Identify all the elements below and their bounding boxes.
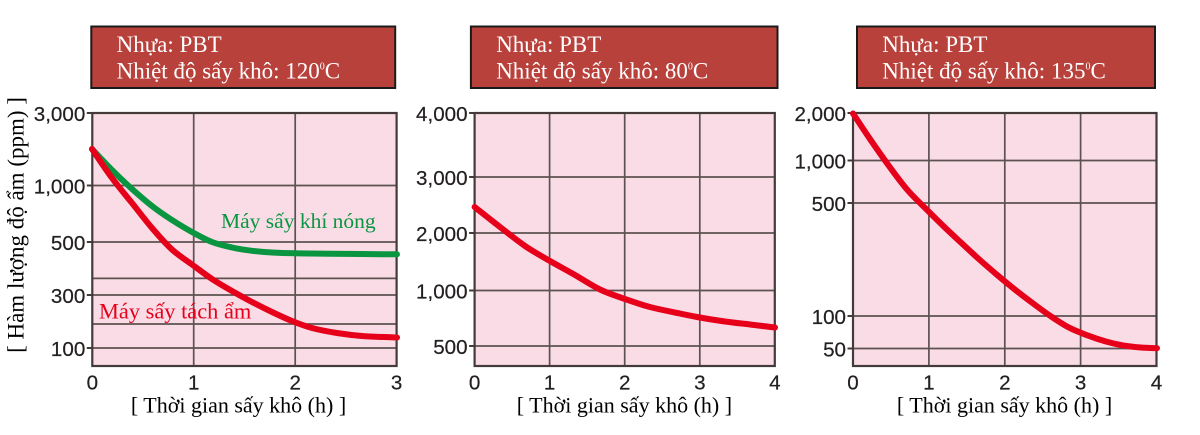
svg-text:300: 300	[51, 285, 85, 308]
svg-text:2: 2	[999, 372, 1010, 395]
svg-text:[ Thời gian sấy khô (h) ]: [ Thời gian sấy khô (h) ]	[131, 393, 346, 418]
svg-text:1: 1	[544, 372, 555, 395]
svg-text:500: 500	[812, 193, 846, 216]
svg-text:Nhiệt độ sấy khô: 800C: Nhiệt độ sấy khô: 800C	[496, 59, 708, 84]
svg-text:[ Thời gian sấy khô (h) ]: [ Thời gian sấy khô (h) ]	[897, 393, 1112, 418]
svg-text:100: 100	[812, 306, 846, 329]
svg-text:Nhựa: PBT: Nhựa: PBT	[117, 32, 222, 57]
svg-text:2,000: 2,000	[794, 103, 846, 126]
svg-text:50: 50	[823, 339, 846, 362]
svg-text:1: 1	[923, 372, 934, 395]
svg-text:1,000: 1,000	[794, 151, 846, 174]
svg-text:Nhiệt độ sấy khô: 1350C: Nhiệt độ sấy khô: 1350C	[882, 59, 1106, 84]
svg-text:0: 0	[87, 372, 98, 395]
svg-text:500: 500	[433, 336, 467, 359]
svg-text:Nhiệt độ sấy khô: 1200C: Nhiệt độ sấy khô: 1200C	[117, 59, 341, 84]
svg-text:2: 2	[619, 372, 630, 395]
svg-text:3: 3	[694, 372, 705, 395]
svg-text:4,000: 4,000	[416, 103, 468, 126]
svg-text:Máy sấy khí nóng: Máy sấy khí nóng	[221, 209, 376, 233]
svg-text:1,000: 1,000	[416, 281, 468, 304]
svg-text:4: 4	[1151, 372, 1162, 395]
svg-text:1: 1	[188, 372, 199, 395]
svg-text:2: 2	[289, 372, 300, 395]
svg-text:[ Thời gian sấy khô (h) ]: [ Thời gian sấy khô (h) ]	[517, 393, 732, 418]
svg-text:500: 500	[51, 232, 85, 255]
svg-text:Nhựa: PBT: Nhựa: PBT	[496, 32, 601, 57]
svg-text:3,000: 3,000	[34, 103, 86, 126]
svg-text:100: 100	[51, 338, 85, 361]
svg-text:3: 3	[1075, 372, 1086, 395]
svg-text:0: 0	[847, 372, 858, 395]
svg-text:[ Hàm lượng độ ẩm (ppm) ]: [ Hàm lượng độ ẩm (ppm) ]	[4, 97, 29, 353]
svg-text:0: 0	[469, 372, 480, 395]
svg-text:2,000: 2,000	[416, 223, 468, 246]
svg-text:4: 4	[769, 372, 780, 395]
svg-text:Nhựa: PBT: Nhựa: PBT	[882, 32, 987, 57]
svg-text:3: 3	[391, 372, 402, 395]
svg-text:3,000: 3,000	[416, 167, 468, 190]
svg-text:Máy sấy tách ẩm: Máy sấy tách ẩm	[99, 299, 252, 324]
svg-text:1,000: 1,000	[34, 176, 86, 199]
